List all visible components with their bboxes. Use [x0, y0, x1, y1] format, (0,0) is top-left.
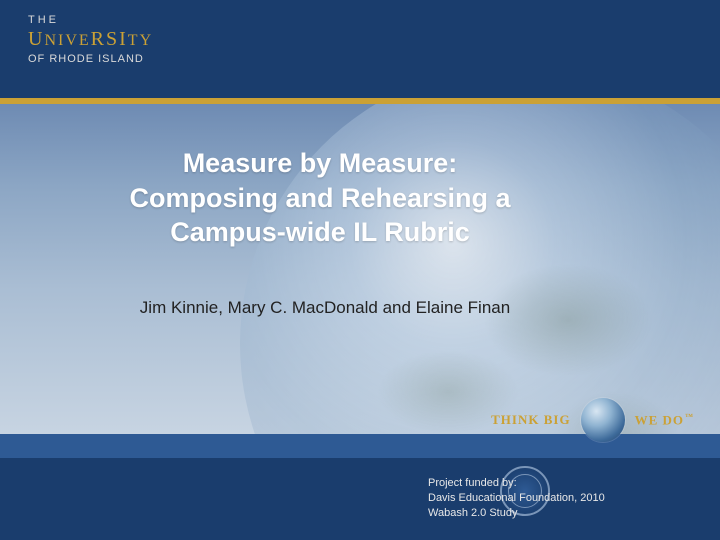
mini-globe-icon: [581, 398, 625, 442]
funding-credit: Project funded by: Davis Educational Fou…: [428, 476, 688, 521]
funding-line-2: Davis Educational Foundation, 2010: [428, 491, 688, 506]
logo-university: UNIVERSITY: [28, 28, 720, 51]
logo-of-ri: OF RHODE ISLAND: [28, 53, 720, 65]
main-content: Measure by Measure: Composing and Rehear…: [0, 104, 720, 434]
tagline-right: WE DO™: [635, 412, 694, 428]
logo-the: THE: [28, 14, 720, 26]
funding-line-3: Wabash 2.0 Study: [428, 506, 688, 521]
header-bar: THE UNIVERSITY OF RHODE ISLAND: [0, 0, 720, 98]
tagline-left: THINK BIG: [491, 412, 570, 428]
sub-bar: THINK BIG WE DO™: [0, 434, 720, 458]
funding-line-1: Project funded by:: [428, 476, 688, 491]
university-logo: THE UNIVERSITY OF RHODE ISLAND: [0, 0, 720, 65]
slide-title: Measure by Measure: Composing and Rehear…: [0, 104, 600, 250]
authors-line: Jim Kinnie, Mary C. MacDonald and Elaine…: [0, 298, 560, 318]
title-line-3: Campus-wide IL Rubric: [100, 215, 540, 250]
title-line-2: Composing and Rehearsing a: [100, 181, 540, 216]
footer-bar: Project funded by: Davis Educational Fou…: [0, 458, 720, 540]
title-line-1: Measure by Measure:: [100, 146, 540, 181]
tagline: THINK BIG WE DO™: [491, 398, 694, 442]
